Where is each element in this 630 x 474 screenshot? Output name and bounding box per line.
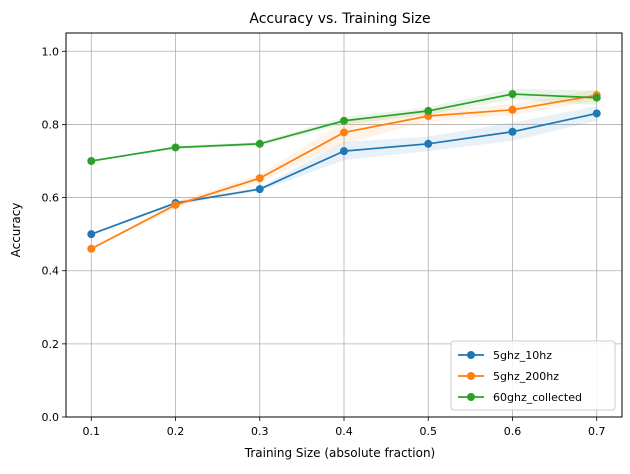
data-point [508,127,517,136]
legend-label: 5ghz_200hz [493,370,559,383]
data-point [171,200,180,209]
y-axis-ticks: 0.0 0.2 0.4 0.6 0.8 1.0 [42,45,66,424]
data-point [424,106,433,115]
y-tick-label: 0.8 [42,118,60,131]
legend-swatch-marker [467,351,475,359]
y-tick-label: 0.6 [42,192,60,205]
data-point [340,147,348,156]
x-tick-label: 0.7 [588,425,606,438]
confidence-band [91,88,597,161]
legend: 5ghz_10hz 5ghz_200hz 60ghz_collected [450,340,616,411]
series-points [87,90,601,253]
data-point [508,90,517,99]
data-point [171,143,180,152]
y-tick-label: 1.0 [42,45,60,58]
data-point [87,230,96,239]
data-point [508,105,517,114]
data-point [255,185,264,194]
data-point [340,116,348,125]
data-point [87,244,96,253]
x-tick-label: 0.4 [335,425,353,438]
legend-label: 60ghz_collected [493,391,582,404]
x-axis-label: Training Size (absolute fraction) [244,446,435,460]
x-tick-label: 0.5 [419,425,437,438]
data-point [255,174,264,183]
x-tick-label: 0.1 [83,425,101,438]
x-tick-label: 0.6 [504,425,522,438]
data-point [87,157,96,165]
legend-swatch-marker [467,393,475,401]
legend-label: 5ghz_10hz [493,349,552,362]
y-tick-label: 0.2 [42,338,60,351]
data-point [255,139,264,148]
data-point [340,128,348,137]
legend-swatch-marker [467,372,475,380]
legend-box [450,340,616,411]
data-point [424,139,433,148]
x-axis-ticks: 0.1 0.2 0.3 0.4 0.5 0.6 0.7 [83,417,606,438]
chart-title: Accuracy vs. Training Size [249,11,430,27]
y-tick-label: 0.4 [42,265,60,278]
y-axis-label: Accuracy [9,203,23,258]
x-tick-label: 0.3 [251,425,269,438]
data-point [592,109,601,118]
y-tick-label: 0.0 [42,411,60,424]
data-point [592,93,601,102]
x-tick-label: 0.2 [167,425,185,438]
